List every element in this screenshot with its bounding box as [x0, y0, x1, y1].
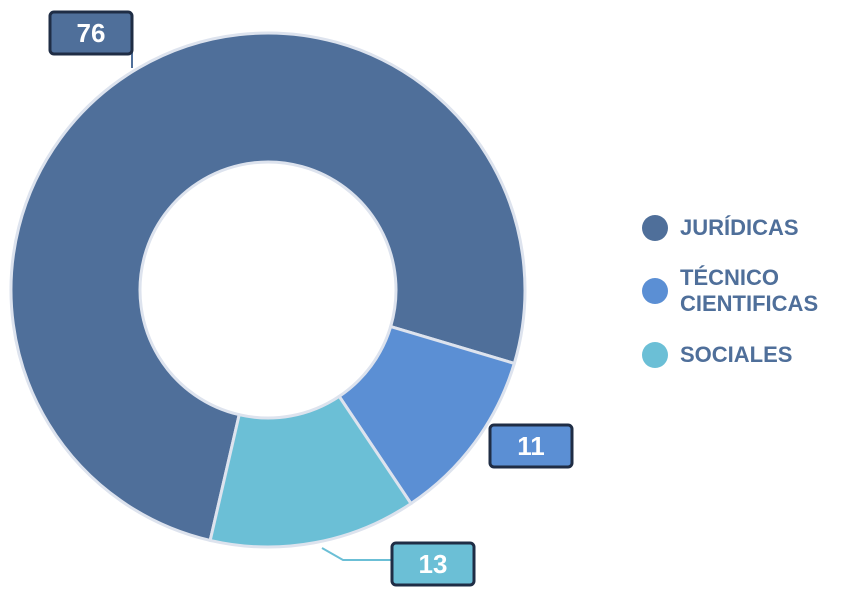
data-label: 11 [517, 431, 545, 461]
legend-label: JURÍDICAS [680, 215, 799, 240]
legend-label: TÉCNICO CIENTIFICAS [680, 265, 819, 316]
data-label: 13 [419, 549, 448, 579]
legend-marker [642, 278, 668, 304]
data-label-box [48, 10, 134, 56]
data-label-box [390, 541, 476, 587]
data-label: 76 [77, 18, 106, 48]
legend-label: SOCIALES [680, 342, 793, 367]
data-label-box [488, 423, 574, 469]
donut-slice [208, 394, 414, 549]
legend-marker [642, 342, 668, 368]
legend-marker [642, 215, 668, 241]
leader-line [321, 547, 392, 561]
donut-slice [9, 31, 527, 543]
